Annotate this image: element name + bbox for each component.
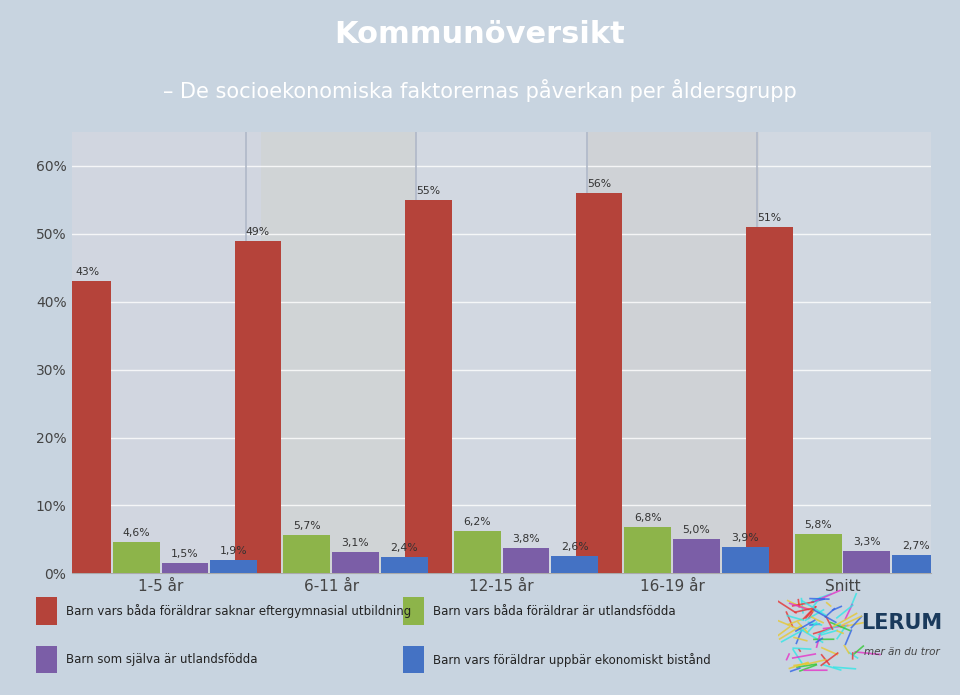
Text: 2,4%: 2,4% bbox=[391, 543, 418, 553]
Text: 1,9%: 1,9% bbox=[220, 546, 248, 557]
Text: 6,8%: 6,8% bbox=[634, 513, 661, 523]
Bar bbox=[72, 132, 261, 573]
Text: Barn vars båda föräldrar saknar eftergymnasial utbildning: Barn vars båda föräldrar saknar eftergym… bbox=[66, 604, 412, 618]
Bar bbox=[673, 539, 720, 573]
Bar bbox=[381, 557, 428, 573]
Text: 5,0%: 5,0% bbox=[683, 525, 710, 535]
Text: Barn som själva är utlandsfödda: Barn som själva är utlandsfödda bbox=[66, 653, 257, 667]
Text: 51%: 51% bbox=[757, 213, 781, 223]
Bar bbox=[416, 132, 588, 573]
Bar bbox=[746, 227, 793, 573]
Text: 43%: 43% bbox=[76, 268, 100, 277]
Text: 2,7%: 2,7% bbox=[901, 541, 929, 551]
Bar bbox=[332, 553, 379, 573]
Text: Kommunöversikt: Kommunöversikt bbox=[335, 19, 625, 49]
Text: 3,8%: 3,8% bbox=[513, 534, 540, 543]
Bar bbox=[405, 200, 452, 573]
Text: 6,2%: 6,2% bbox=[464, 517, 491, 528]
Bar bbox=[36, 598, 58, 625]
Bar bbox=[551, 556, 598, 573]
Text: 49%: 49% bbox=[246, 227, 270, 236]
Text: – De socioekonomiska faktorernas påverkan per åldersgrupp: – De socioekonomiska faktorernas påverka… bbox=[163, 79, 797, 101]
Bar bbox=[210, 560, 257, 573]
Bar bbox=[759, 132, 931, 573]
Bar bbox=[113, 542, 159, 573]
Text: 2,6%: 2,6% bbox=[561, 541, 588, 552]
Bar bbox=[283, 534, 330, 573]
Text: mer än du tror: mer än du tror bbox=[864, 647, 940, 657]
Bar bbox=[403, 598, 424, 625]
Text: 55%: 55% bbox=[417, 186, 441, 196]
Text: Barn vars båda föräldrar är utlandsfödda: Barn vars båda föräldrar är utlandsfödda bbox=[433, 605, 676, 618]
Bar bbox=[624, 528, 671, 573]
Bar bbox=[844, 551, 890, 573]
Text: 5,7%: 5,7% bbox=[293, 521, 321, 530]
Bar bbox=[575, 193, 622, 573]
Text: LERUM: LERUM bbox=[861, 613, 943, 632]
Text: 56%: 56% bbox=[587, 179, 611, 189]
Bar bbox=[161, 563, 208, 573]
Text: 4,6%: 4,6% bbox=[123, 528, 150, 538]
Bar bbox=[403, 646, 424, 673]
Bar bbox=[795, 534, 842, 573]
Text: 3,9%: 3,9% bbox=[732, 533, 759, 543]
Bar bbox=[64, 281, 111, 573]
Bar bbox=[36, 646, 58, 673]
Bar bbox=[454, 531, 501, 573]
Text: 3,1%: 3,1% bbox=[342, 538, 370, 548]
Text: Barn vars föräldrar uppbär ekonomiskt bistånd: Barn vars föräldrar uppbär ekonomiskt bi… bbox=[433, 653, 711, 667]
Bar bbox=[502, 548, 549, 573]
Bar bbox=[234, 240, 281, 573]
Text: 1,5%: 1,5% bbox=[171, 549, 199, 559]
Text: 3,3%: 3,3% bbox=[853, 537, 880, 547]
Bar bbox=[588, 132, 759, 573]
Bar bbox=[722, 547, 769, 573]
Bar bbox=[261, 132, 416, 573]
Text: 5,8%: 5,8% bbox=[804, 520, 832, 530]
Bar bbox=[892, 555, 939, 573]
